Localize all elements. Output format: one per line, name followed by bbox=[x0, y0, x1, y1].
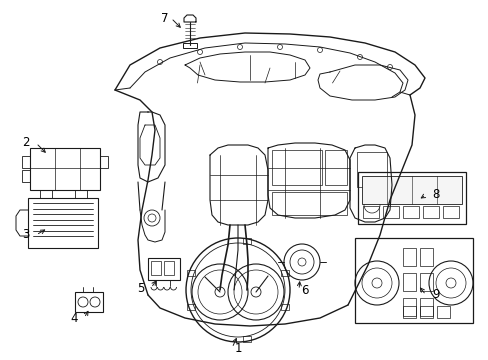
Bar bbox=[186, 270, 195, 276]
Bar bbox=[22, 170, 30, 182]
Bar bbox=[419, 306, 432, 318]
Bar bbox=[271, 192, 346, 215]
Bar bbox=[402, 306, 415, 318]
Bar bbox=[402, 206, 418, 218]
Bar bbox=[163, 261, 174, 275]
Bar bbox=[402, 273, 415, 291]
Bar bbox=[242, 238, 250, 244]
Bar bbox=[402, 298, 415, 316]
Bar bbox=[382, 206, 398, 218]
Text: 3: 3 bbox=[22, 229, 30, 242]
Bar bbox=[186, 304, 195, 310]
Text: 6: 6 bbox=[301, 284, 308, 297]
Bar bbox=[325, 150, 346, 185]
Text: 1: 1 bbox=[234, 342, 241, 355]
Bar bbox=[22, 156, 30, 168]
Text: 5: 5 bbox=[137, 282, 145, 294]
Bar bbox=[242, 336, 250, 342]
Bar bbox=[75, 190, 87, 198]
Bar bbox=[442, 206, 458, 218]
Bar bbox=[281, 270, 288, 276]
Bar bbox=[151, 261, 161, 275]
Text: 4: 4 bbox=[70, 311, 78, 324]
Bar bbox=[183, 43, 197, 48]
Bar bbox=[75, 292, 103, 312]
Text: 8: 8 bbox=[431, 189, 439, 202]
Bar bbox=[422, 206, 438, 218]
Bar bbox=[402, 248, 415, 266]
Bar bbox=[357, 172, 465, 224]
Bar bbox=[271, 150, 321, 185]
Text: 2: 2 bbox=[22, 136, 30, 149]
Bar bbox=[436, 306, 449, 318]
Bar bbox=[30, 148, 100, 190]
Bar bbox=[362, 206, 378, 218]
Bar bbox=[354, 238, 472, 323]
Text: 9: 9 bbox=[431, 288, 439, 302]
Bar bbox=[28, 198, 98, 248]
Bar bbox=[419, 273, 432, 291]
Bar bbox=[419, 248, 432, 266]
Bar bbox=[100, 156, 108, 168]
Bar bbox=[356, 152, 386, 187]
Text: 7: 7 bbox=[161, 12, 168, 24]
Bar bbox=[40, 190, 52, 198]
Bar bbox=[361, 176, 461, 204]
Bar bbox=[419, 298, 432, 316]
Bar bbox=[281, 304, 288, 310]
Bar bbox=[148, 258, 180, 280]
